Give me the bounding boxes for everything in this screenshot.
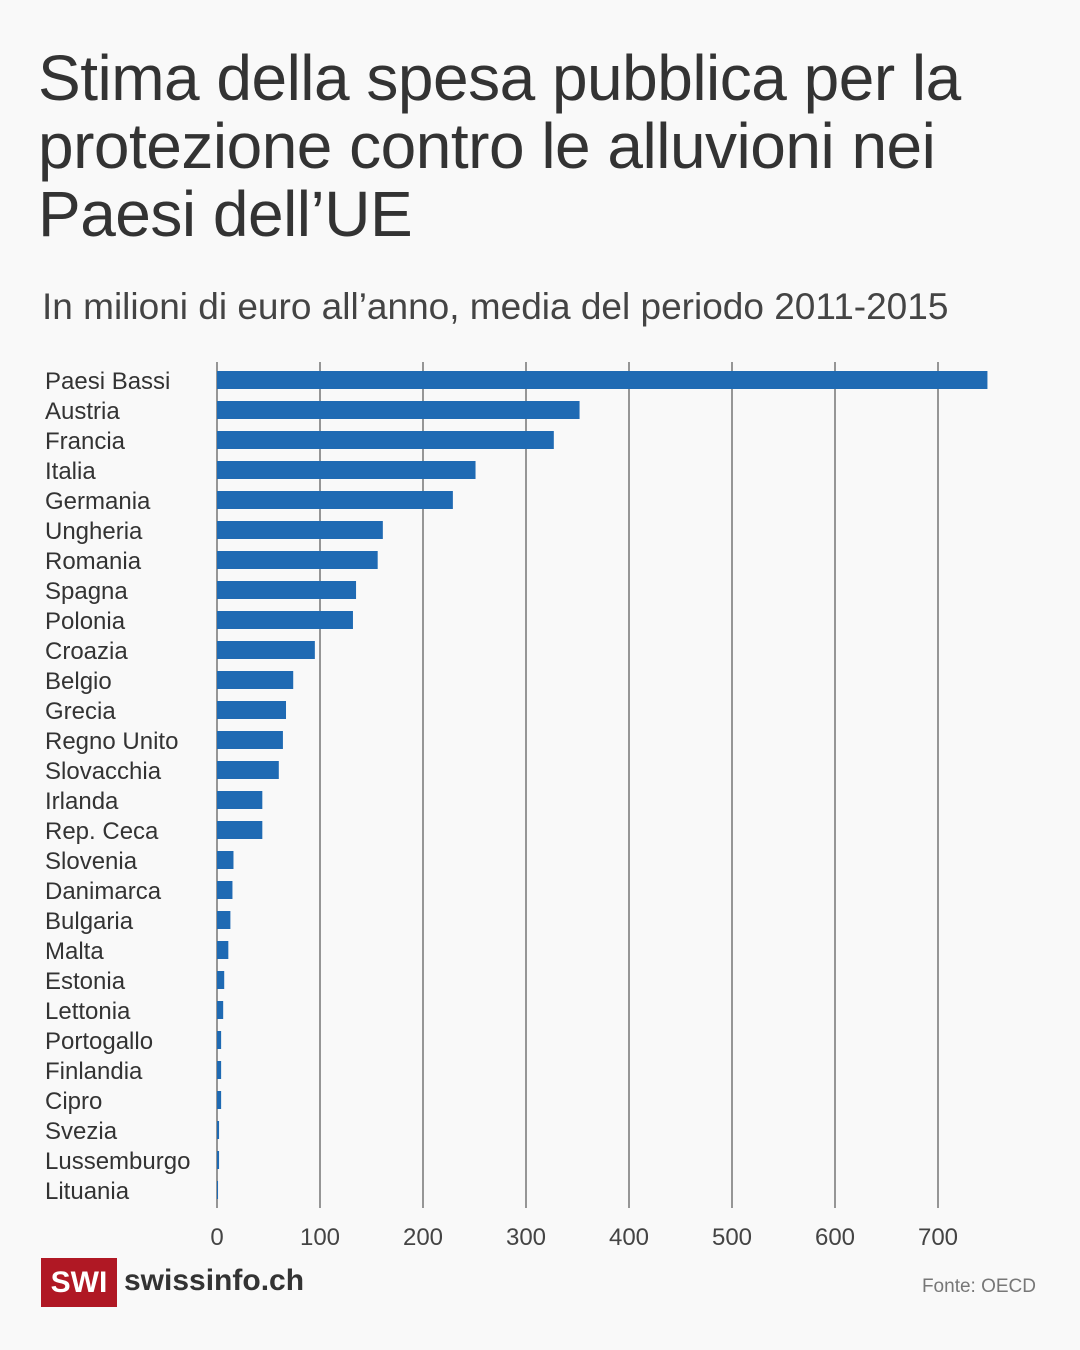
category-label: Germania: [45, 488, 151, 515]
category-label: Irlanda: [45, 788, 119, 815]
bar: [217, 611, 353, 629]
bar: [217, 821, 263, 839]
bar: [217, 881, 233, 899]
bar: [217, 1031, 222, 1049]
category-label: Estonia: [45, 968, 126, 995]
chart-subtitle: In milioni di euro all’anno, media del p…: [42, 286, 949, 327]
bar: [217, 911, 231, 929]
category-label: Spagna: [45, 578, 128, 605]
bar: [217, 521, 383, 539]
bar: [217, 581, 357, 599]
category-label: Lussemburgo: [45, 1148, 190, 1175]
bar: [217, 971, 225, 989]
x-tick-label: 500: [712, 1224, 752, 1251]
bar: [217, 761, 279, 779]
x-tick-label: 100: [300, 1224, 340, 1251]
bar: [217, 641, 315, 659]
x-tick-label: 600: [815, 1224, 855, 1251]
bar: [217, 1001, 224, 1019]
bar: [217, 371, 988, 389]
bar: [217, 1151, 220, 1169]
category-label: Paesi Bassi: [45, 368, 170, 395]
bar: [217, 1181, 219, 1199]
brand-name: swissinfo.ch: [124, 1264, 305, 1297]
category-label: Polonia: [45, 608, 126, 635]
x-tick-label: 300: [506, 1224, 546, 1251]
bar: [217, 701, 287, 719]
x-tick-label: 200: [403, 1224, 443, 1251]
category-label: Romania: [45, 548, 142, 575]
chart-title: Stima della spesa pubblica per la protez…: [38, 42, 961, 250]
bar: [217, 1121, 220, 1139]
x-tick-label: 400: [609, 1224, 649, 1251]
category-label: Danimarca: [45, 878, 162, 905]
bar-chart: 0 100 200 300 400 500 600 700 Paesi Bassi Austria…: [45, 362, 988, 1251]
bar: [217, 431, 554, 449]
bar: [217, 461, 476, 479]
category-label: Bulgaria: [45, 908, 134, 935]
category-label: Belgio: [45, 668, 112, 695]
category-label: Ungheria: [45, 518, 143, 545]
category-label: Lituania: [45, 1178, 130, 1205]
category-label: Francia: [45, 428, 126, 455]
bar: [217, 1061, 222, 1079]
bar: [217, 551, 378, 569]
category-label: Slovacchia: [45, 758, 162, 785]
bar: [217, 851, 234, 869]
x-tick-label: 0: [210, 1224, 223, 1251]
bar: [217, 791, 263, 809]
bar: [217, 731, 283, 749]
x-tick-label: 700: [918, 1224, 958, 1251]
category-label: Italia: [45, 458, 96, 485]
category-label: Austria: [45, 398, 120, 425]
category-label: Malta: [45, 938, 104, 965]
category-label: Cipro: [45, 1088, 102, 1115]
bar: [217, 671, 294, 689]
bar: [217, 401, 580, 419]
category-label: Grecia: [45, 698, 116, 725]
bar: [217, 941, 229, 959]
category-label: Portogallo: [45, 1028, 153, 1055]
swi-logo: SWI: [41, 1258, 117, 1307]
category-label: Regno Unito: [45, 728, 178, 755]
category-label: Rep. Ceca: [45, 818, 159, 845]
category-label: Lettonia: [45, 998, 131, 1025]
category-label: Finlandia: [45, 1058, 143, 1085]
bar: [217, 1091, 222, 1109]
category-label: Svezia: [45, 1118, 118, 1145]
category-label: Slovenia: [45, 848, 138, 875]
bar: [217, 491, 453, 509]
category-label: Croazia: [45, 638, 128, 665]
source-note: Fonte: OECD: [921, 1276, 1036, 1297]
